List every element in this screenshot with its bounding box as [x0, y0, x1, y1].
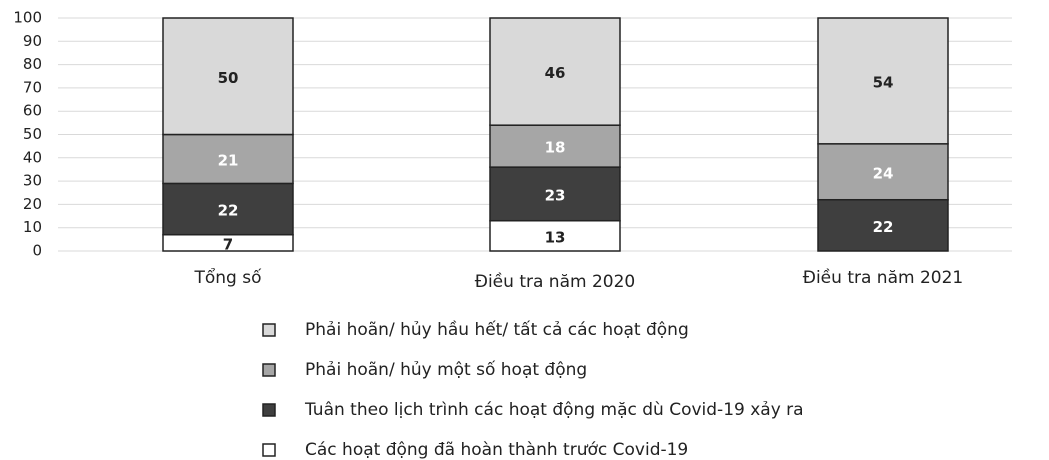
- x-tick-label: Điều tra năm 2020: [475, 271, 635, 292]
- data-label: 24: [873, 164, 894, 182]
- legend-label: Phải hoãn/ hủy hầu hết/ tất cả các hoạt …: [305, 319, 689, 340]
- y-tick-label: 0: [32, 242, 42, 260]
- y-tick-label: 50: [23, 125, 42, 143]
- x-tick-label: Tổng số: [193, 267, 262, 288]
- data-label: 7: [223, 235, 233, 253]
- bar-segment: [817, 198, 949, 252]
- data-label: 54: [873, 73, 894, 91]
- data-label: 23: [545, 186, 566, 204]
- bar-segment: [489, 219, 621, 252]
- y-tick-label: 60: [23, 102, 42, 120]
- y-tick-label: 20: [23, 195, 42, 213]
- legend-swatch: [262, 363, 276, 377]
- bar-segment: [817, 17, 949, 145]
- bar-segment: [489, 17, 621, 126]
- bar-segment: [817, 143, 949, 201]
- y-tick-label: 40: [23, 148, 42, 166]
- y-tick-label: 70: [23, 78, 42, 96]
- y-tick-label: 80: [23, 55, 42, 73]
- legend-label: Các hoạt động đã hoàn thành trước Covid-…: [305, 440, 688, 460]
- legend-swatch: [262, 403, 276, 417]
- x-tick-label: Điều tra năm 2021: [803, 267, 963, 288]
- bar-segment: [162, 133, 294, 185]
- legend-swatch: [262, 323, 276, 337]
- legend-label: Phải hoãn/ hủy một số hoạt động: [305, 359, 587, 380]
- bar-segment: [489, 124, 621, 168]
- data-label: 13: [545, 228, 566, 246]
- data-label: 50: [218, 69, 239, 87]
- bar-segment: [162, 182, 294, 236]
- y-tick-label: 30: [23, 172, 42, 190]
- y-tick-label: 100: [13, 9, 42, 27]
- y-tick-label: 10: [23, 218, 42, 236]
- y-tick-label: 90: [23, 32, 42, 50]
- data-label: 18: [545, 139, 566, 157]
- legend-label: Tuân theo lịch trình các hoạt động mặc d…: [304, 400, 804, 420]
- legend-swatch: [262, 443, 276, 457]
- bar-segment: [162, 17, 294, 136]
- data-label: 22: [873, 218, 894, 236]
- data-label: 21: [218, 151, 239, 169]
- data-label: 22: [218, 202, 239, 220]
- data-label: 46: [545, 64, 566, 82]
- bar-segment: [489, 166, 621, 222]
